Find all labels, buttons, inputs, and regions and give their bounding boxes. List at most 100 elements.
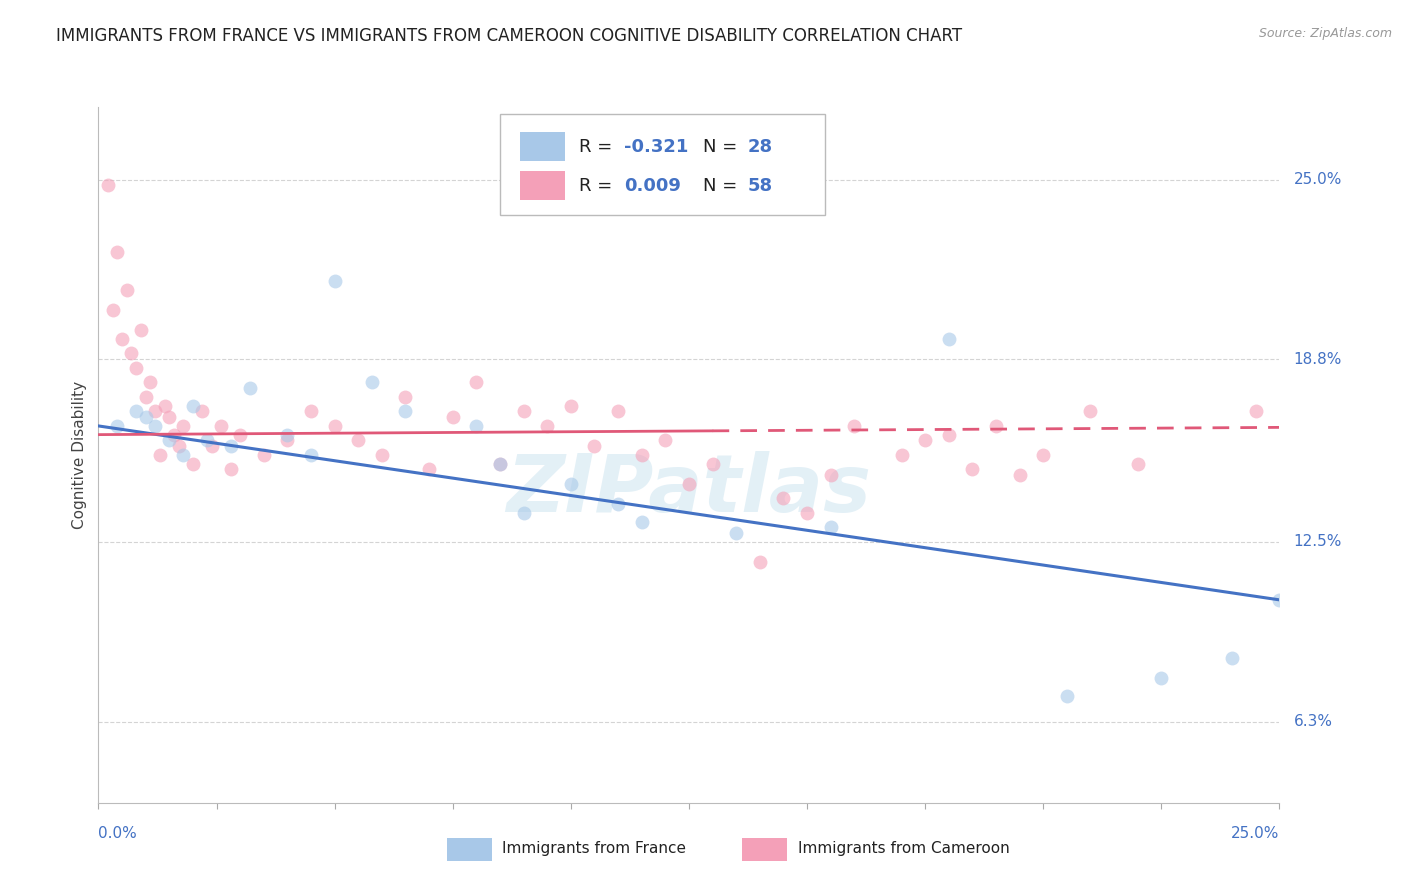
Text: 6.3%: 6.3% [1294,714,1333,729]
Point [191,404,214,418]
Point [239,381,262,395]
Point [678,476,700,491]
Point [125,360,148,375]
Point [105,419,128,434]
Point [654,434,676,448]
Point [1080,404,1102,418]
FancyBboxPatch shape [501,114,825,215]
Point [938,332,960,346]
Bar [520,171,565,201]
Point [489,457,512,471]
Text: 28: 28 [748,137,773,156]
Point [149,448,172,462]
Point [748,555,770,569]
Point [1008,468,1031,483]
Point [229,427,252,442]
Point [195,434,218,448]
Point [143,404,166,418]
Point [299,448,322,462]
Point [418,462,440,476]
Point [125,404,148,418]
Point [1056,689,1078,703]
Point [361,376,384,390]
Point [276,434,298,448]
Text: 18.8%: 18.8% [1294,351,1341,367]
Point [299,404,322,418]
Point [914,434,936,448]
Text: 25.0%: 25.0% [1232,826,1279,841]
Point [465,376,488,390]
Point [157,434,180,448]
Point [890,448,912,462]
Point [583,439,606,453]
Point [394,404,416,418]
Text: N =: N = [703,177,744,194]
Text: 0.0%: 0.0% [98,826,138,841]
Point [143,419,166,434]
Point [938,427,960,442]
Text: R =: R = [579,177,619,194]
Point [1126,457,1149,471]
Point [181,399,204,413]
Point [371,448,394,462]
Point [157,410,180,425]
Point [772,491,794,506]
Point [219,439,242,453]
Text: 58: 58 [748,177,773,194]
Point [167,439,190,453]
Point [820,520,842,534]
Text: Immigrants from France: Immigrants from France [502,840,686,855]
Bar [447,838,492,861]
Point [111,332,134,346]
Text: -0.321: -0.321 [624,137,689,156]
Point [172,448,194,462]
Point [101,302,124,317]
Point [984,419,1007,434]
Bar [742,838,787,861]
Point [702,457,724,471]
Point [97,178,120,193]
Point [536,419,558,434]
Text: R =: R = [579,137,619,156]
Point [1220,651,1243,665]
Point [172,419,194,434]
Point [181,457,204,471]
Point [105,244,128,259]
Text: ZIPatlas: ZIPatlas [506,450,872,529]
Point [512,506,534,520]
Point [209,419,232,434]
Point [630,448,652,462]
Point [394,390,416,404]
Point [219,462,242,476]
Point [844,419,866,434]
Point [441,410,464,425]
Point [129,323,152,337]
Point [1244,404,1267,418]
Text: Immigrants from Cameroon: Immigrants from Cameroon [797,840,1010,855]
Point [323,274,346,288]
Text: Source: ZipAtlas.com: Source: ZipAtlas.com [1258,27,1392,40]
Point [560,399,582,413]
Point [607,404,630,418]
Point [115,283,138,297]
Point [489,457,512,471]
Point [139,376,162,390]
Point [1150,671,1173,685]
Point [607,497,630,511]
Point [465,419,488,434]
Bar [520,132,565,161]
Point [1268,592,1291,607]
Text: 0.009: 0.009 [624,177,681,194]
Point [276,427,298,442]
Point [796,506,818,520]
Text: 12.5%: 12.5% [1294,534,1341,549]
Point [153,399,176,413]
Point [121,346,143,360]
Point [347,434,370,448]
Point [560,476,582,491]
Y-axis label: Cognitive Disability: Cognitive Disability [72,381,87,529]
Text: 25.0%: 25.0% [1294,172,1341,187]
Point [630,515,652,529]
Point [253,448,276,462]
Point [962,462,984,476]
